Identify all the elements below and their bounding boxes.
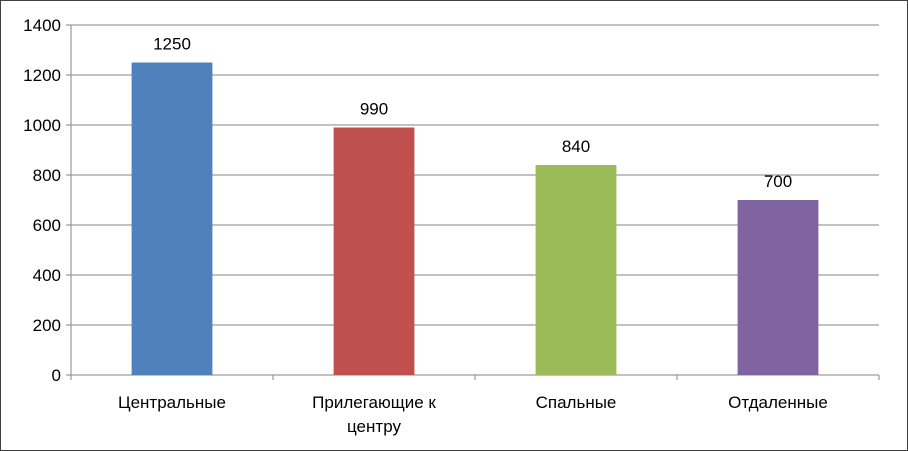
data-label: 1250 <box>153 35 191 54</box>
y-tick-label: 1200 <box>23 66 61 85</box>
bar <box>131 62 213 375</box>
y-tick-label: 1000 <box>23 116 61 135</box>
y-tick-label: 0 <box>52 366 61 385</box>
y-tick-label: 200 <box>33 316 61 335</box>
category-label: Прилегающие к <box>312 393 436 412</box>
y-tick-label: 800 <box>33 166 61 185</box>
bars <box>131 62 819 375</box>
data-label: 990 <box>360 100 388 119</box>
y-tick-labels: 0 200 400 600 800 1000 1200 1400 <box>23 16 61 385</box>
category-label: Спальные <box>536 393 617 412</box>
bar <box>333 127 415 375</box>
y-tick-label: 1400 <box>23 16 61 35</box>
bar <box>535 165 617 375</box>
y-tick-label: 600 <box>33 216 61 235</box>
category-label: Центральные <box>118 393 226 412</box>
data-labels: 1250 990 840 700 <box>153 35 792 192</box>
data-label: 840 <box>562 137 590 156</box>
category-label: центру <box>347 417 401 436</box>
data-label: 700 <box>764 172 792 191</box>
bar <box>737 200 819 375</box>
y-tick-label: 400 <box>33 266 61 285</box>
category-label: Отдаленные <box>728 393 828 412</box>
category-labels: Центральные Прилегающие к центру Спальные От… <box>118 393 828 436</box>
